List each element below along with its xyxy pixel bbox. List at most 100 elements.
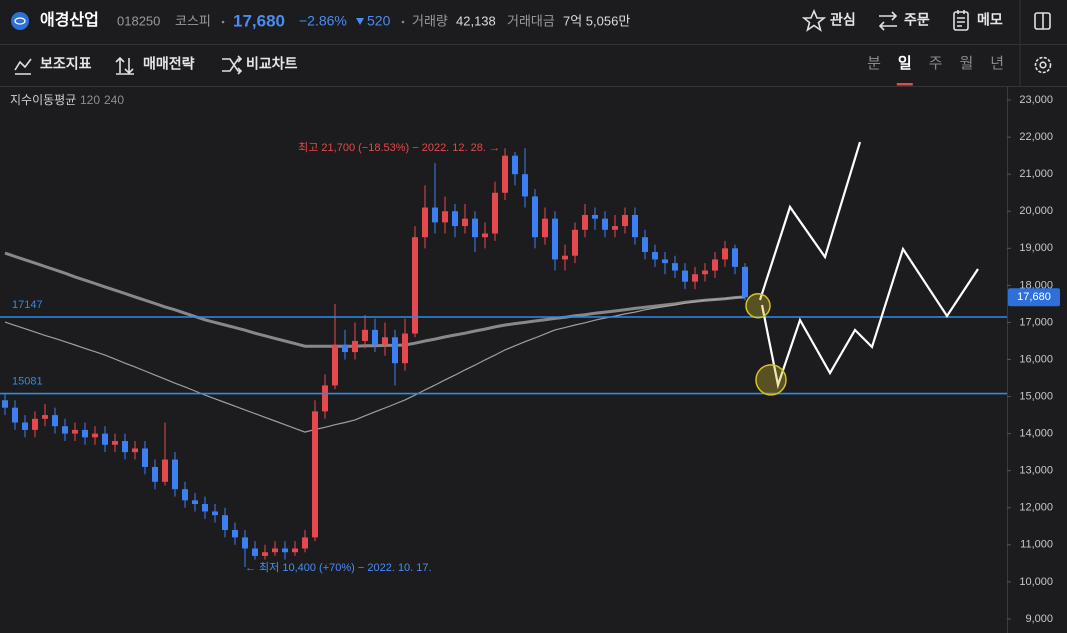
y-tick-label: 17,000 (1019, 316, 1053, 328)
period-button[interactable]: 월 (959, 55, 973, 72)
candle-body (582, 214, 588, 230)
star-icon (801, 8, 827, 32)
plot-area: 17147 15081 (0, 141, 1007, 568)
candle-body (252, 548, 258, 556)
candle-body (612, 226, 618, 230)
gear-icon (1034, 56, 1052, 74)
candle-body (492, 192, 498, 234)
y-tick-label: 21,000 (1019, 168, 1053, 180)
separator (401, 20, 405, 24)
action-label: 주문 (904, 12, 930, 28)
logo (11, 12, 29, 30)
indicator-icon (14, 58, 32, 75)
legend-entry: 240 (104, 93, 124, 107)
candle-body (362, 329, 368, 341)
candle-body (532, 196, 538, 238)
candle-body (222, 515, 228, 530)
memo-icon (953, 11, 969, 31)
candle-body (372, 329, 378, 345)
period-label: 일 (898, 55, 912, 72)
order-button[interactable]: 주문 (878, 11, 930, 31)
candle-body (642, 237, 648, 253)
gear-icon-center (1039, 61, 1047, 69)
price: 17,680 (233, 11, 285, 30)
candle-body (322, 385, 328, 412)
y-tick-label: 19,000 (1019, 242, 1053, 254)
stock-name: 애경산업 (40, 11, 99, 29)
candle-body (392, 337, 398, 364)
memo-icon-lines (957, 10, 965, 27)
candle-body (512, 155, 518, 175)
stock-code: 018250 (117, 13, 160, 28)
panel-button[interactable] (1034, 12, 1051, 30)
moving-average-line (4, 296, 746, 433)
candle-body (552, 218, 558, 260)
y-tick-label: 13,000 (1019, 465, 1053, 477)
candle-body (292, 548, 298, 553)
candle-body (702, 270, 708, 275)
candle-body (522, 174, 528, 197)
candle-body (42, 415, 48, 419)
period-button[interactable]: 일 (896, 55, 913, 86)
candle-body (382, 337, 388, 345)
y-tick-label: 23,000 (1019, 94, 1053, 106)
volume-label: 거래량 (412, 13, 448, 28)
candle-body (132, 448, 138, 453)
candle-body (242, 537, 248, 549)
y-tick-label: 10,000 (1019, 576, 1053, 588)
strategy-icon (115, 56, 134, 75)
candle-body (432, 207, 438, 223)
last-price-box (1008, 288, 1060, 307)
candle-body (332, 344, 338, 386)
trend-drawing (760, 246, 979, 390)
candle-body (52, 415, 58, 427)
period-button[interactable]: 주 (929, 55, 943, 72)
period-button[interactable]: 년 (990, 55, 1004, 72)
candle-body (652, 252, 658, 260)
highlight-circle (755, 364, 787, 396)
candle-body (462, 218, 468, 227)
period-button[interactable]: 분 (867, 55, 881, 72)
tool-button[interactable]: 매매전략 (143, 56, 195, 72)
period-label: 월 (959, 55, 973, 72)
settings-button[interactable] (1034, 56, 1052, 74)
candle-body (562, 255, 568, 260)
candle-body (722, 248, 728, 260)
memo-button[interactable]: 메모 (953, 10, 1003, 31)
y-tick-label: 11,000 (1020, 539, 1053, 551)
candle-body (282, 548, 288, 553)
tool-button[interactable]: 비교차트 (246, 56, 298, 72)
candle-body (742, 266, 748, 298)
watch-button[interactable]: 관심 (801, 8, 856, 32)
candle-body (352, 340, 358, 353)
candle-body (92, 433, 98, 438)
candle-body (602, 218, 608, 230)
y-tick-label: 12,000 (1019, 502, 1053, 514)
candle-body (542, 218, 548, 238)
y-tick-label: 9,000 (1025, 613, 1053, 625)
candle-body (672, 263, 678, 271)
amount-label: 거래대금 (507, 13, 555, 28)
candle-body (452, 211, 458, 227)
candle-body (422, 207, 428, 238)
toolbar: 보조지표 매매전략 비교차트 분 일 주 월 년 (0, 44, 1067, 87)
tool-button[interactable]: 보조지표 (40, 56, 92, 72)
market: 코스피 (175, 13, 211, 28)
candle-body (622, 214, 628, 227)
high-annotation: 최고 21,700 (−18.53%) − 2022. 12. 28. → (298, 141, 500, 154)
candle-body (342, 344, 348, 353)
candle-body (192, 500, 198, 505)
candle-body (662, 259, 668, 264)
candle-body (2, 400, 8, 408)
candle-body (122, 441, 128, 453)
separator (221, 20, 225, 24)
candle-body (262, 552, 268, 556)
candle-body (502, 155, 508, 193)
candle-body (142, 448, 148, 467)
action-label: 관심 (830, 12, 856, 28)
change-percent: −2.86% (299, 13, 347, 29)
candle-body (312, 411, 318, 538)
candle-body (472, 218, 478, 238)
action-label: 메모 (977, 12, 1003, 28)
